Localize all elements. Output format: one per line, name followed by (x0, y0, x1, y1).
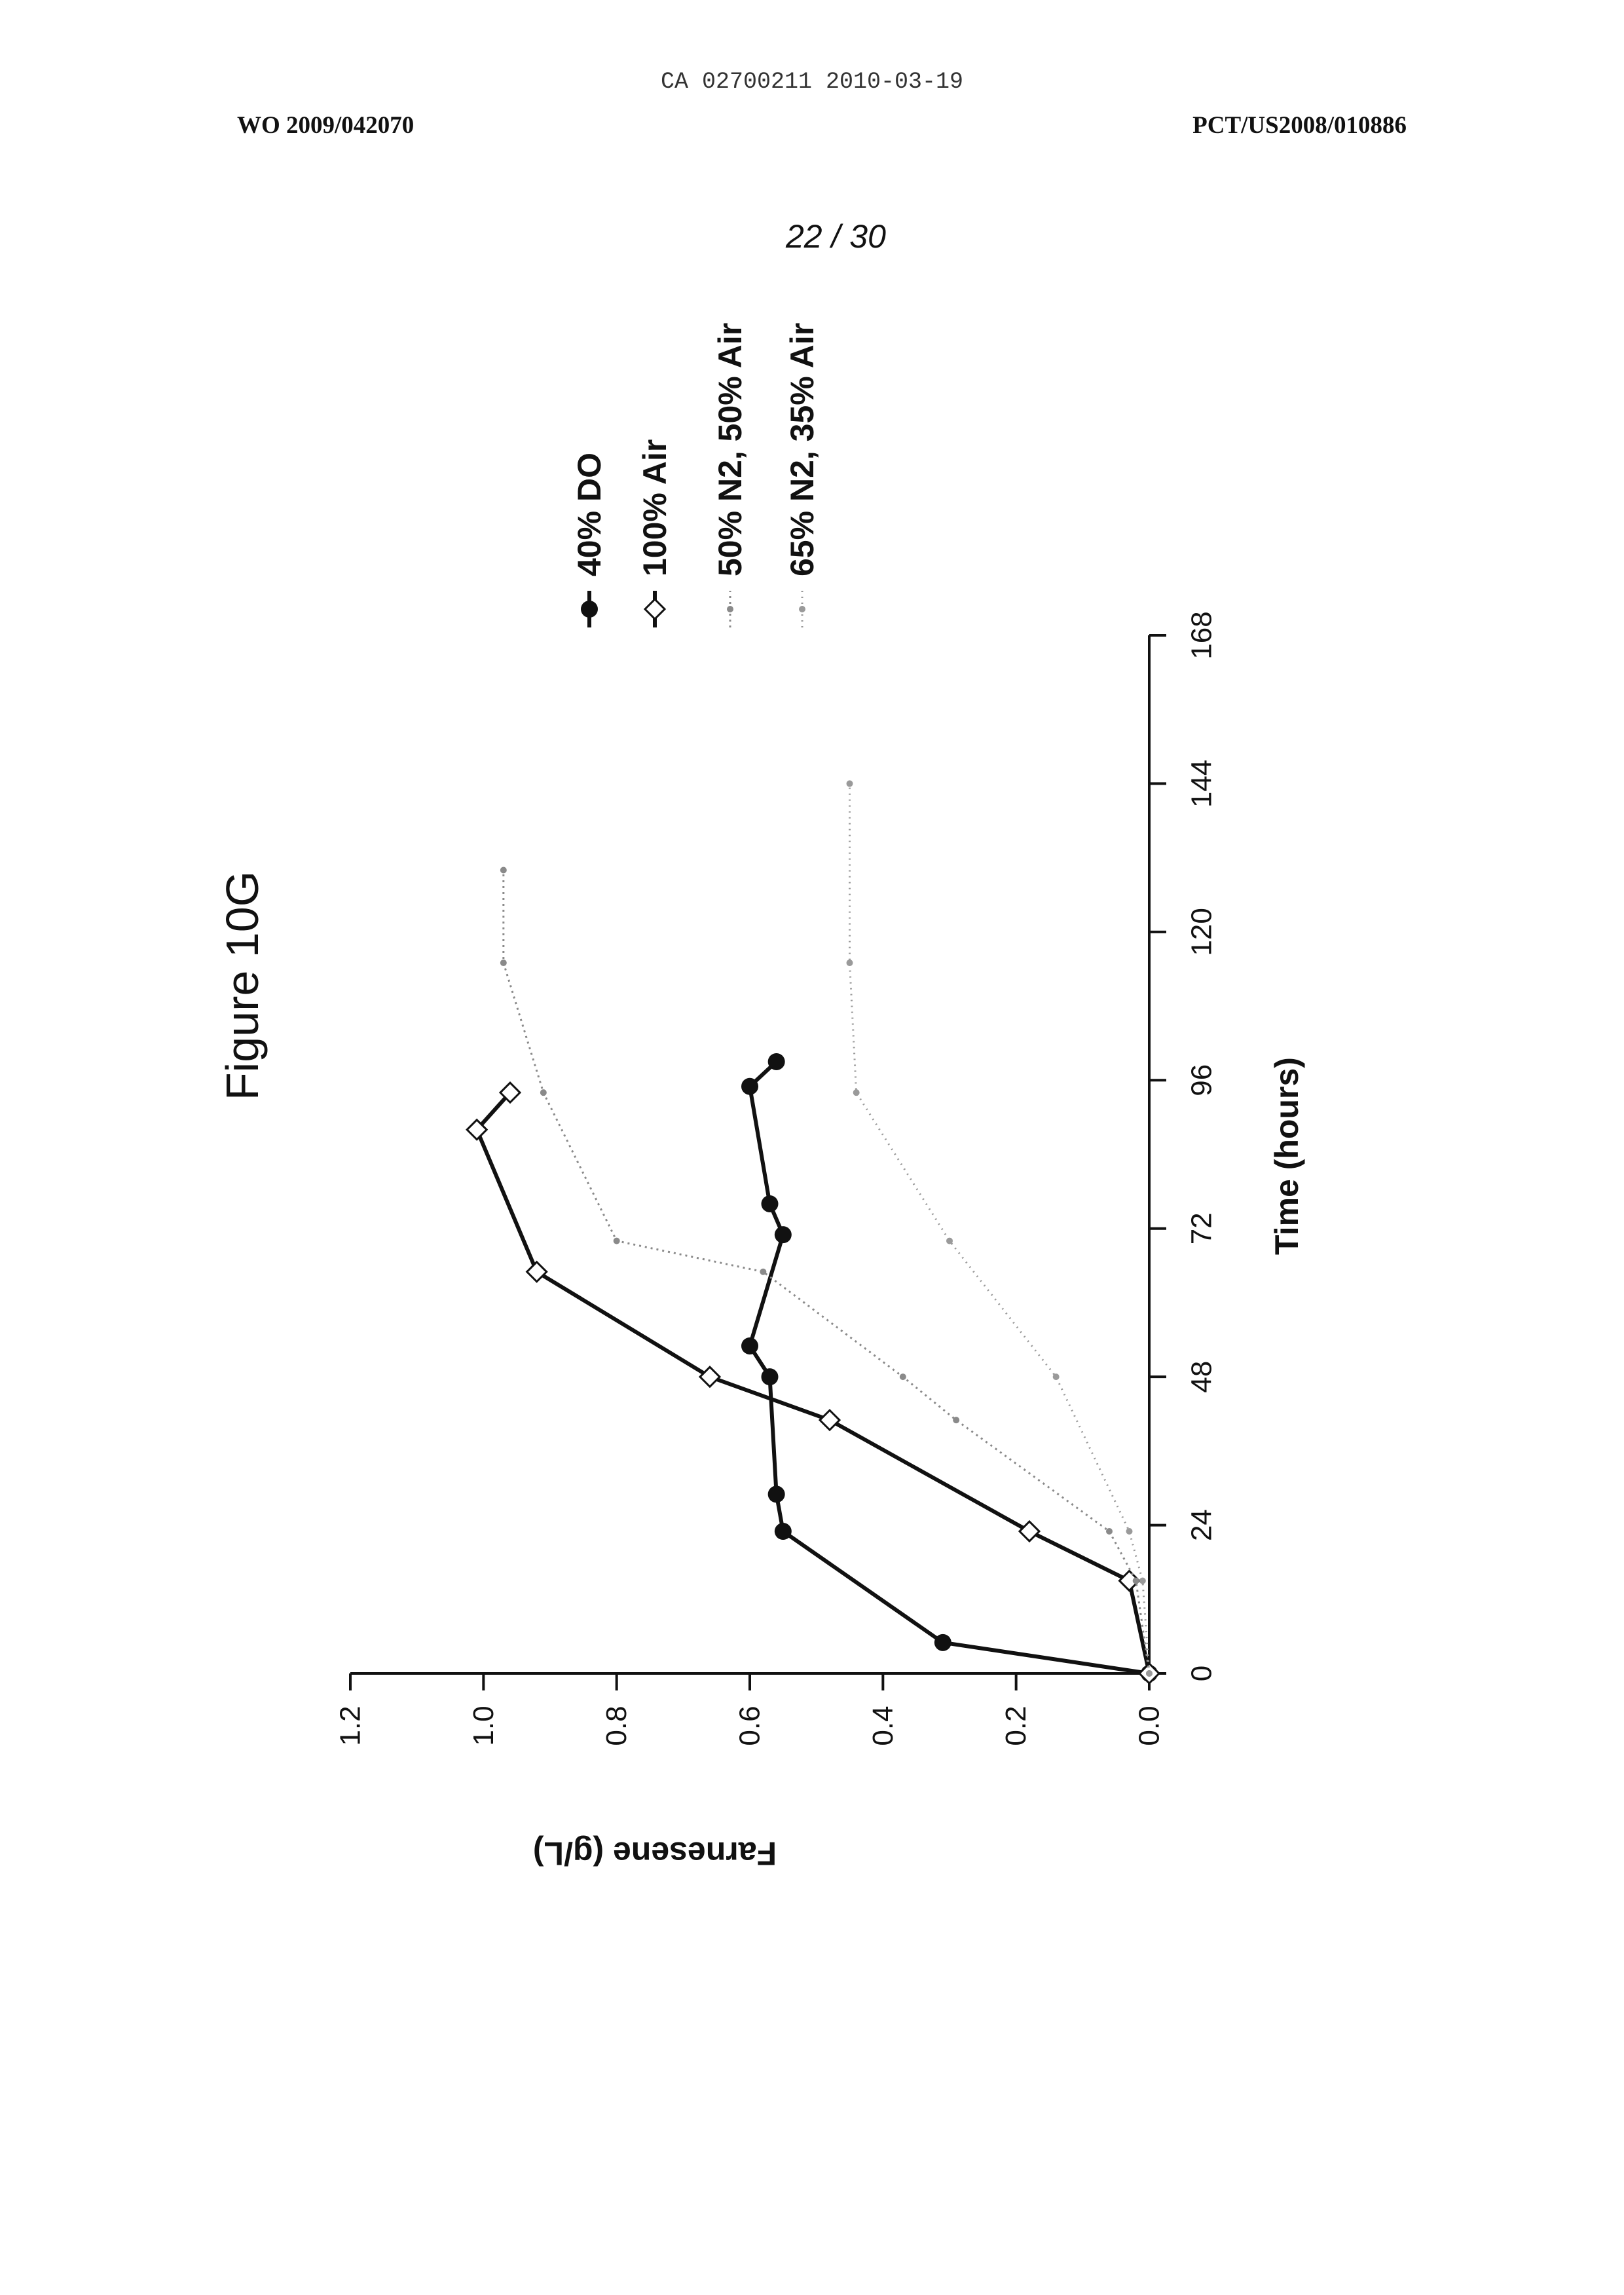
data-point (953, 1417, 959, 1423)
data-point (900, 1373, 906, 1380)
data-point (934, 1634, 951, 1651)
time-tick-label: 120 (1186, 908, 1218, 956)
series-line (504, 870, 1149, 1673)
plot-area: 0 24 48 72 96 120 144 168 0.0 0.2 0.4 0.6 0.8 1.0 1.2 T… (217, 323, 1305, 1872)
data-point (1126, 1528, 1133, 1535)
data-point (847, 960, 853, 966)
data-point (760, 1269, 766, 1275)
legend-label: 40% DO (571, 453, 608, 576)
value-tick-label: 0.6 (734, 1706, 766, 1745)
data-point (768, 1485, 785, 1502)
data-point (775, 1523, 792, 1540)
figure-title: Figure 10G (217, 871, 268, 1100)
data-point (820, 1410, 840, 1430)
legend-marker (727, 606, 733, 612)
data-point (1139, 1577, 1146, 1584)
value-tick-label: 0.4 (867, 1706, 899, 1745)
data-point (762, 1195, 779, 1212)
series-line (750, 1062, 1149, 1673)
legend-marker (581, 601, 598, 618)
data-point (1053, 1373, 1060, 1380)
data-point (527, 1262, 547, 1282)
data-point (775, 1226, 792, 1243)
series-line (850, 783, 1150, 1673)
time-tick-label: 96 (1186, 1064, 1218, 1096)
time-tick-label: 48 (1186, 1361, 1218, 1393)
x-axis-title: Time (hours) (1268, 1057, 1305, 1255)
legend-marker (645, 599, 665, 619)
time-tick-label: 144 (1186, 760, 1218, 808)
time-tick-label: 72 (1186, 1212, 1218, 1244)
value-tick-label: 0.2 (1000, 1706, 1032, 1745)
series-line (477, 1092, 1149, 1673)
data-point (700, 1367, 720, 1387)
data-point (1106, 1528, 1113, 1535)
data-point (853, 1089, 860, 1096)
value-tick-label: 0.0 (1134, 1706, 1166, 1745)
data-point (762, 1368, 779, 1385)
data-point (1133, 1577, 1139, 1584)
legend-label: 100% Air (637, 439, 673, 576)
data-point (946, 1238, 953, 1244)
data-point (741, 1078, 758, 1095)
legend-label: 65% N2, 35% Air (784, 323, 821, 576)
data-point (540, 1089, 547, 1096)
time-tick-label: 24 (1186, 1509, 1218, 1541)
value-tick-label: 1.0 (468, 1706, 500, 1745)
legend-marker (799, 606, 805, 612)
y-axis-title: Farnesene (g/L) (533, 1835, 777, 1872)
data-point (500, 867, 507, 874)
data-point (768, 1053, 785, 1070)
value-tick-label: 1.2 (335, 1706, 367, 1745)
data-point (614, 1238, 620, 1244)
data-point (847, 780, 853, 787)
time-tick-label: 168 (1186, 611, 1218, 659)
data-point (1020, 1521, 1039, 1541)
time-tick-label: 0 (1186, 1666, 1218, 1681)
value-tick-label: 0.8 (600, 1706, 633, 1745)
legend-label: 50% N2, 50% Air (712, 323, 748, 576)
data-point (741, 1337, 758, 1354)
data-point (1146, 1670, 1153, 1677)
data-point (500, 960, 507, 966)
